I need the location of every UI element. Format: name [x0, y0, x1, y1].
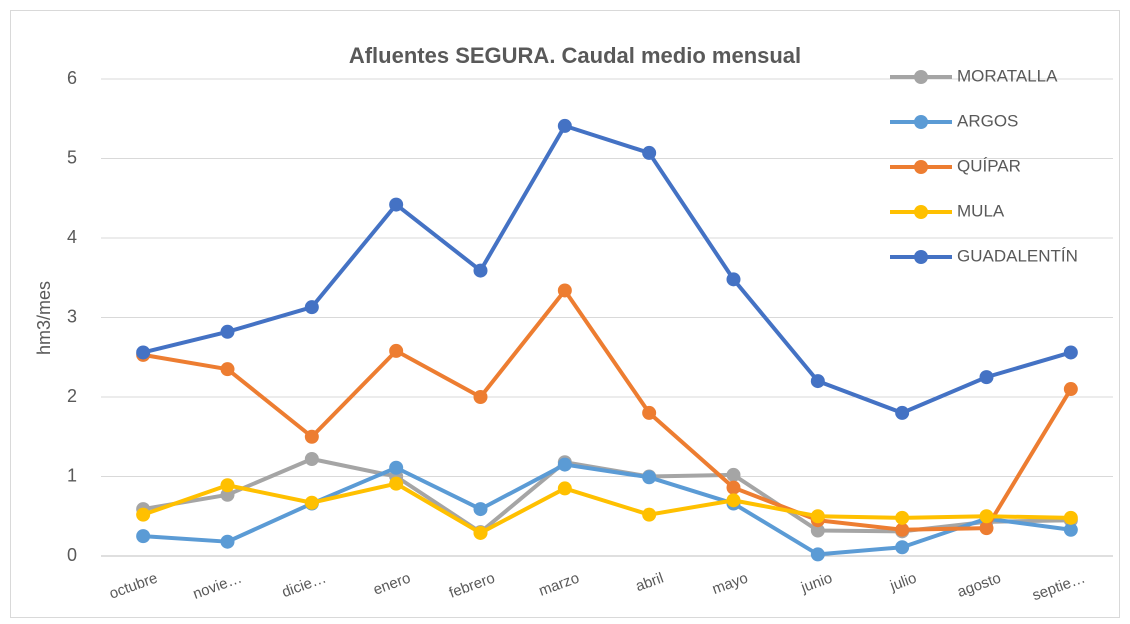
point — [220, 478, 235, 493]
point — [1063, 382, 1078, 397]
point — [810, 509, 825, 524]
point — [642, 405, 657, 420]
point — [726, 493, 741, 508]
y-axis-title: hm3/mes — [34, 281, 54, 355]
series-line — [142, 288, 1073, 532]
point — [979, 509, 994, 524]
point — [895, 522, 910, 537]
legend-marker — [914, 160, 928, 174]
point — [220, 534, 235, 549]
point — [979, 521, 994, 536]
point — [1063, 345, 1078, 360]
legend-label: QUÍPAR — [957, 156, 1021, 175]
series-line — [143, 462, 1072, 557]
y-tick-label: 1 — [67, 465, 77, 485]
series-line — [142, 123, 1072, 415]
y-tick-label: 5 — [67, 147, 77, 167]
y-tick-label: 2 — [67, 386, 77, 406]
point — [895, 510, 910, 525]
point — [304, 300, 319, 315]
point — [304, 429, 319, 444]
legend-label: MORATALLA — [957, 66, 1058, 85]
point — [473, 390, 488, 404]
point — [810, 547, 825, 562]
chart-title: Afluentes SEGURA. Caudal medio mensual — [349, 43, 801, 68]
legend-marker — [914, 115, 928, 129]
point — [389, 460, 404, 475]
y-tick-label: 6 — [67, 68, 77, 88]
point — [642, 507, 657, 522]
y-tick-label: 0 — [67, 545, 77, 565]
point — [473, 525, 488, 540]
legend-label: ARGOS — [957, 111, 1018, 130]
y-tick-label: 4 — [67, 227, 77, 247]
legend-marker — [914, 70, 928, 84]
point — [726, 480, 741, 495]
point — [895, 540, 910, 555]
point — [642, 145, 657, 160]
point — [136, 345, 151, 360]
point — [810, 523, 825, 538]
point — [136, 507, 151, 522]
point — [389, 197, 404, 212]
point — [557, 481, 572, 496]
point — [473, 502, 488, 517]
legend-label: GUADALENTÍN — [957, 246, 1078, 265]
point — [810, 374, 825, 389]
point — [304, 452, 319, 467]
point — [304, 495, 319, 510]
point — [136, 529, 151, 544]
point — [557, 283, 572, 298]
point — [726, 272, 741, 287]
point — [642, 470, 657, 485]
point — [389, 343, 404, 358]
point — [220, 324, 235, 339]
y-tick-label: 3 — [67, 306, 77, 326]
point — [726, 467, 741, 482]
legend-marker — [914, 250, 928, 264]
point — [557, 457, 572, 472]
series-line — [142, 481, 1071, 535]
point — [1063, 522, 1078, 537]
point — [220, 362, 235, 377]
legend-label: MULA — [957, 201, 1005, 220]
point — [389, 476, 404, 491]
point — [1063, 510, 1078, 525]
point — [557, 118, 572, 133]
point — [473, 263, 488, 278]
point — [895, 405, 910, 420]
legend-marker — [914, 205, 928, 219]
point — [979, 370, 994, 385]
